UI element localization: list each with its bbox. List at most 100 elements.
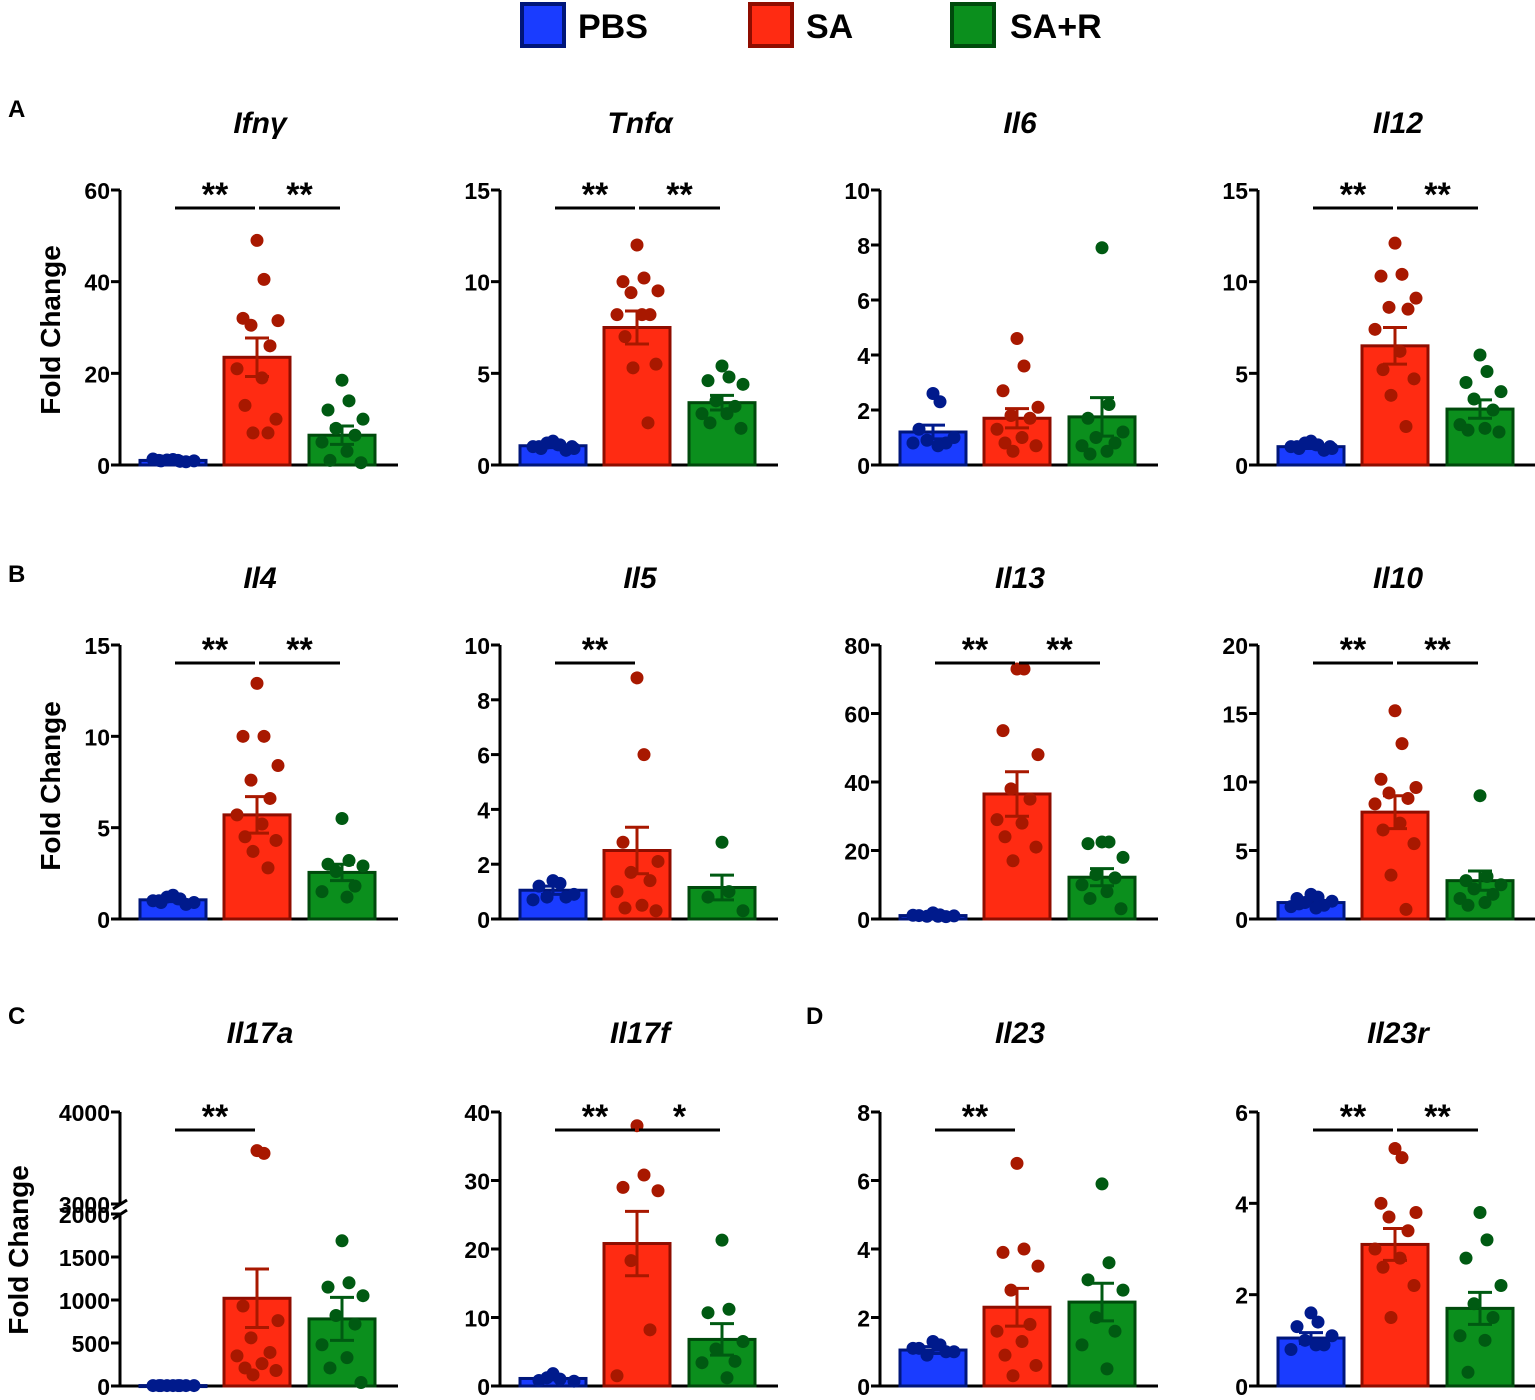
data-point [1031, 748, 1045, 762]
y-tick-label: 10 [464, 270, 490, 296]
data-point [1486, 403, 1500, 417]
data-point [1376, 363, 1390, 377]
data-point [348, 1317, 362, 1331]
data-point [1401, 302, 1415, 316]
data-point [695, 1356, 709, 1370]
y-tick-label: 2 [857, 398, 870, 424]
data-point [1081, 837, 1095, 851]
y-axis-label-row-b: Fold Change [35, 701, 66, 871]
y-tick-label: 20 [464, 1237, 490, 1263]
data-point [1461, 423, 1475, 437]
data-point [931, 909, 945, 923]
data-point [230, 1349, 244, 1363]
significance-stars: ** [286, 176, 313, 214]
data-point [722, 1302, 736, 1316]
data-point [1494, 385, 1508, 399]
y-tick-label: 8 [857, 1100, 870, 1126]
panel-letter-c: C [8, 1003, 25, 1030]
data-point [906, 436, 920, 450]
data-point [271, 314, 285, 328]
data-point [1029, 840, 1043, 854]
y-tick-label: 10 [84, 724, 110, 750]
y-tick-label: 4 [477, 797, 490, 823]
y-tick-label: 8 [477, 688, 490, 714]
data-point [998, 1348, 1012, 1362]
data-point [1409, 1205, 1423, 1219]
data-point [643, 1323, 657, 1337]
data-point [920, 433, 934, 447]
data-point [315, 885, 329, 899]
y-tick-label: 15 [84, 633, 110, 659]
data-point [257, 1146, 271, 1160]
data-point [263, 339, 277, 353]
data-point [990, 813, 1004, 827]
data-point [354, 1376, 368, 1390]
data-point [933, 395, 947, 409]
data-point [1010, 332, 1024, 345]
data-point [246, 426, 260, 440]
significance-stars: ** [202, 631, 229, 669]
data-point [329, 865, 343, 879]
significance-stars: ** [1340, 176, 1367, 214]
data-point [736, 377, 750, 391]
y-tick-label: 2 [1235, 1283, 1248, 1309]
data-point [618, 901, 632, 915]
y-tick-label: 5 [97, 816, 110, 842]
data-point [1304, 1306, 1318, 1320]
data-point [1461, 1365, 1475, 1379]
data-point [1384, 868, 1398, 882]
chart-il23: Il23 0 2 4 6 8 ** [857, 1017, 1158, 1400]
chart-il6: Il6 0 2 4 6 8 10 [844, 107, 1158, 479]
data-point [323, 1361, 337, 1375]
data-point [1473, 1205, 1487, 1219]
data-point [1309, 438, 1323, 452]
y-tick-label: 6 [857, 1169, 870, 1195]
data-point [1459, 1251, 1473, 1265]
y-tick-label: 20 [84, 361, 110, 387]
data-point [1075, 439, 1089, 453]
data-point [269, 1364, 283, 1378]
data-point [709, 394, 723, 408]
data-point [1486, 887, 1500, 901]
data-point [1459, 874, 1473, 888]
data-point [1089, 431, 1103, 444]
data-point [610, 885, 624, 899]
data-point [257, 272, 271, 286]
y-tick-label: 0 [97, 907, 110, 933]
data-point [635, 308, 649, 322]
data-point [912, 422, 926, 436]
data-point [651, 1184, 665, 1198]
data-point [1376, 1260, 1390, 1274]
significance-stars: ** [962, 1098, 989, 1136]
data-point [920, 909, 934, 923]
chart-title: Il12 [1373, 107, 1423, 140]
data-point [1075, 878, 1089, 892]
legend-label-sa: SA [806, 8, 853, 46]
significance-stars: ** [286, 631, 313, 669]
data-point [1309, 1338, 1323, 1352]
data-point [1292, 897, 1306, 911]
data-point [261, 861, 275, 875]
data-point [1478, 1333, 1492, 1347]
data-point [1325, 1329, 1339, 1343]
data-point [246, 1368, 260, 1382]
data-point [244, 318, 258, 332]
data-point [551, 438, 565, 452]
y-tick-label: 4 [857, 343, 870, 369]
y-tick-label: 10 [1222, 770, 1248, 796]
data-point [269, 833, 283, 847]
data-point [255, 1357, 269, 1371]
y-tick-label: 10 [844, 178, 870, 204]
data-point [906, 908, 920, 922]
data-point [1017, 662, 1031, 676]
significance-stars: ** [1424, 176, 1451, 214]
data-point [1108, 436, 1122, 450]
data-point [701, 374, 715, 388]
data-point [1376, 823, 1390, 837]
y-tick-label: 15 [1222, 178, 1248, 204]
data-point [1368, 1242, 1382, 1256]
data-point [1409, 291, 1423, 305]
